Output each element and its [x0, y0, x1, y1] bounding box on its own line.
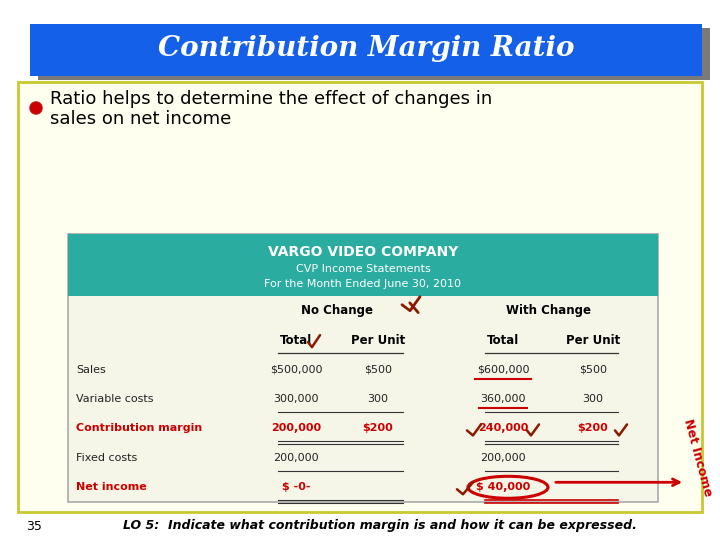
FancyBboxPatch shape — [18, 82, 702, 512]
Text: No Change: No Change — [301, 304, 373, 317]
Text: With Change: With Change — [505, 304, 590, 317]
Text: Total: Total — [487, 334, 519, 347]
Text: CVP Income Statements: CVP Income Statements — [296, 264, 431, 274]
Text: $500: $500 — [579, 364, 607, 375]
Text: 200,000: 200,000 — [271, 423, 321, 434]
Text: Net income: Net income — [76, 482, 147, 492]
Text: $500,000: $500,000 — [270, 364, 323, 375]
Text: sales on net income: sales on net income — [50, 110, 231, 128]
Text: Contribution Margin Ratio: Contribution Margin Ratio — [158, 36, 575, 63]
Text: For the Month Ended June 30, 2010: For the Month Ended June 30, 2010 — [264, 279, 462, 289]
Text: $500: $500 — [364, 364, 392, 375]
Text: Fixed costs: Fixed costs — [76, 453, 138, 463]
Text: 200,000: 200,000 — [273, 453, 319, 463]
Text: Sales: Sales — [76, 364, 106, 375]
Text: Variable costs: Variable costs — [76, 394, 153, 404]
Text: $200: $200 — [577, 423, 608, 434]
Text: $200: $200 — [363, 423, 393, 434]
Text: 300,000: 300,000 — [274, 394, 319, 404]
Text: 200,000: 200,000 — [480, 453, 526, 463]
Bar — [68, 234, 658, 296]
Text: Contribution margin: Contribution margin — [76, 423, 202, 434]
Text: $ -0-: $ -0- — [282, 482, 310, 492]
Text: $600,000: $600,000 — [477, 364, 529, 375]
Text: VARGO VIDEO COMPANY: VARGO VIDEO COMPANY — [268, 245, 458, 259]
Text: Ratio helps to determine the effect of changes in: Ratio helps to determine the effect of c… — [50, 90, 492, 108]
Text: 300: 300 — [582, 394, 603, 404]
Text: Per Unit: Per Unit — [566, 334, 620, 347]
FancyBboxPatch shape — [30, 24, 702, 76]
Text: Net Income: Net Income — [681, 417, 715, 497]
Text: 300: 300 — [367, 394, 389, 404]
Text: 240,000: 240,000 — [478, 423, 528, 434]
Text: $ 40,000: $ 40,000 — [476, 482, 530, 492]
FancyBboxPatch shape — [38, 28, 710, 80]
Text: 360,000: 360,000 — [480, 394, 526, 404]
Text: 35: 35 — [26, 519, 42, 532]
Text: Per Unit: Per Unit — [351, 334, 405, 347]
Bar — [68, 234, 658, 502]
Text: LO 5:  Indicate what contribution margin is and how it can be expressed.: LO 5: Indicate what contribution margin … — [123, 519, 637, 532]
Circle shape — [30, 102, 42, 114]
Text: Total: Total — [280, 334, 312, 347]
